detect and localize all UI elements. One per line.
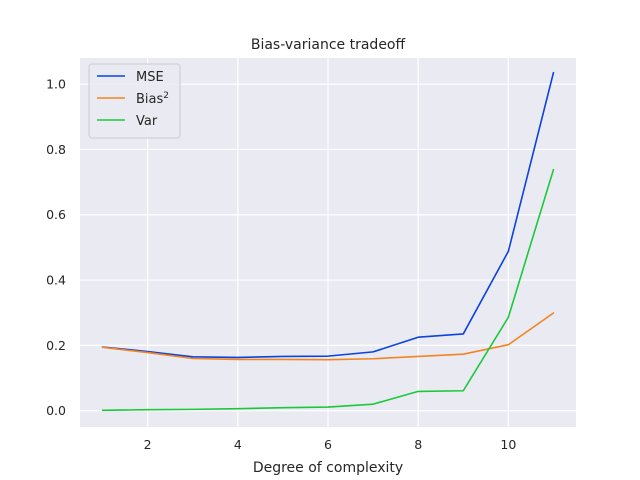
y-tick-label: 0.0 [46, 403, 66, 418]
legend: MSE Bias2 Var [88, 63, 181, 139]
y-tick-label: 0.8 [46, 142, 66, 157]
series-line-mse [101, 71, 555, 359]
series-line-var [101, 168, 555, 412]
x-tick-label: 4 [234, 437, 242, 452]
legend-box [88, 63, 181, 139]
y-tick-label: 0.6 [46, 207, 66, 222]
x-axis-label: Degree of complexity [253, 460, 403, 476]
legend-label: Var [136, 114, 158, 129]
series-lines [101, 71, 555, 412]
legend-label: Bias2 [136, 91, 169, 107]
y-tick-label: 1.0 [46, 77, 66, 92]
series-line-bias [101, 312, 555, 361]
legend-label: MSE [136, 70, 164, 85]
x-tick-label: 8 [414, 437, 422, 452]
legend-label-superscript: 2 [163, 91, 169, 101]
chart-title: Bias-variance tradeoff [251, 37, 406, 53]
x-tick-label: 6 [324, 437, 332, 452]
x-tick-label: 2 [144, 437, 152, 452]
x-tick-label: 10 [500, 437, 516, 452]
x-tick-labels: 2 4 6 8 10 [144, 437, 517, 452]
y-tick-label: 0.2 [46, 338, 66, 353]
y-tick-label: 0.4 [46, 273, 66, 288]
y-tick-labels: 0.0 0.2 0.4 0.6 0.8 1.0 [46, 77, 66, 419]
